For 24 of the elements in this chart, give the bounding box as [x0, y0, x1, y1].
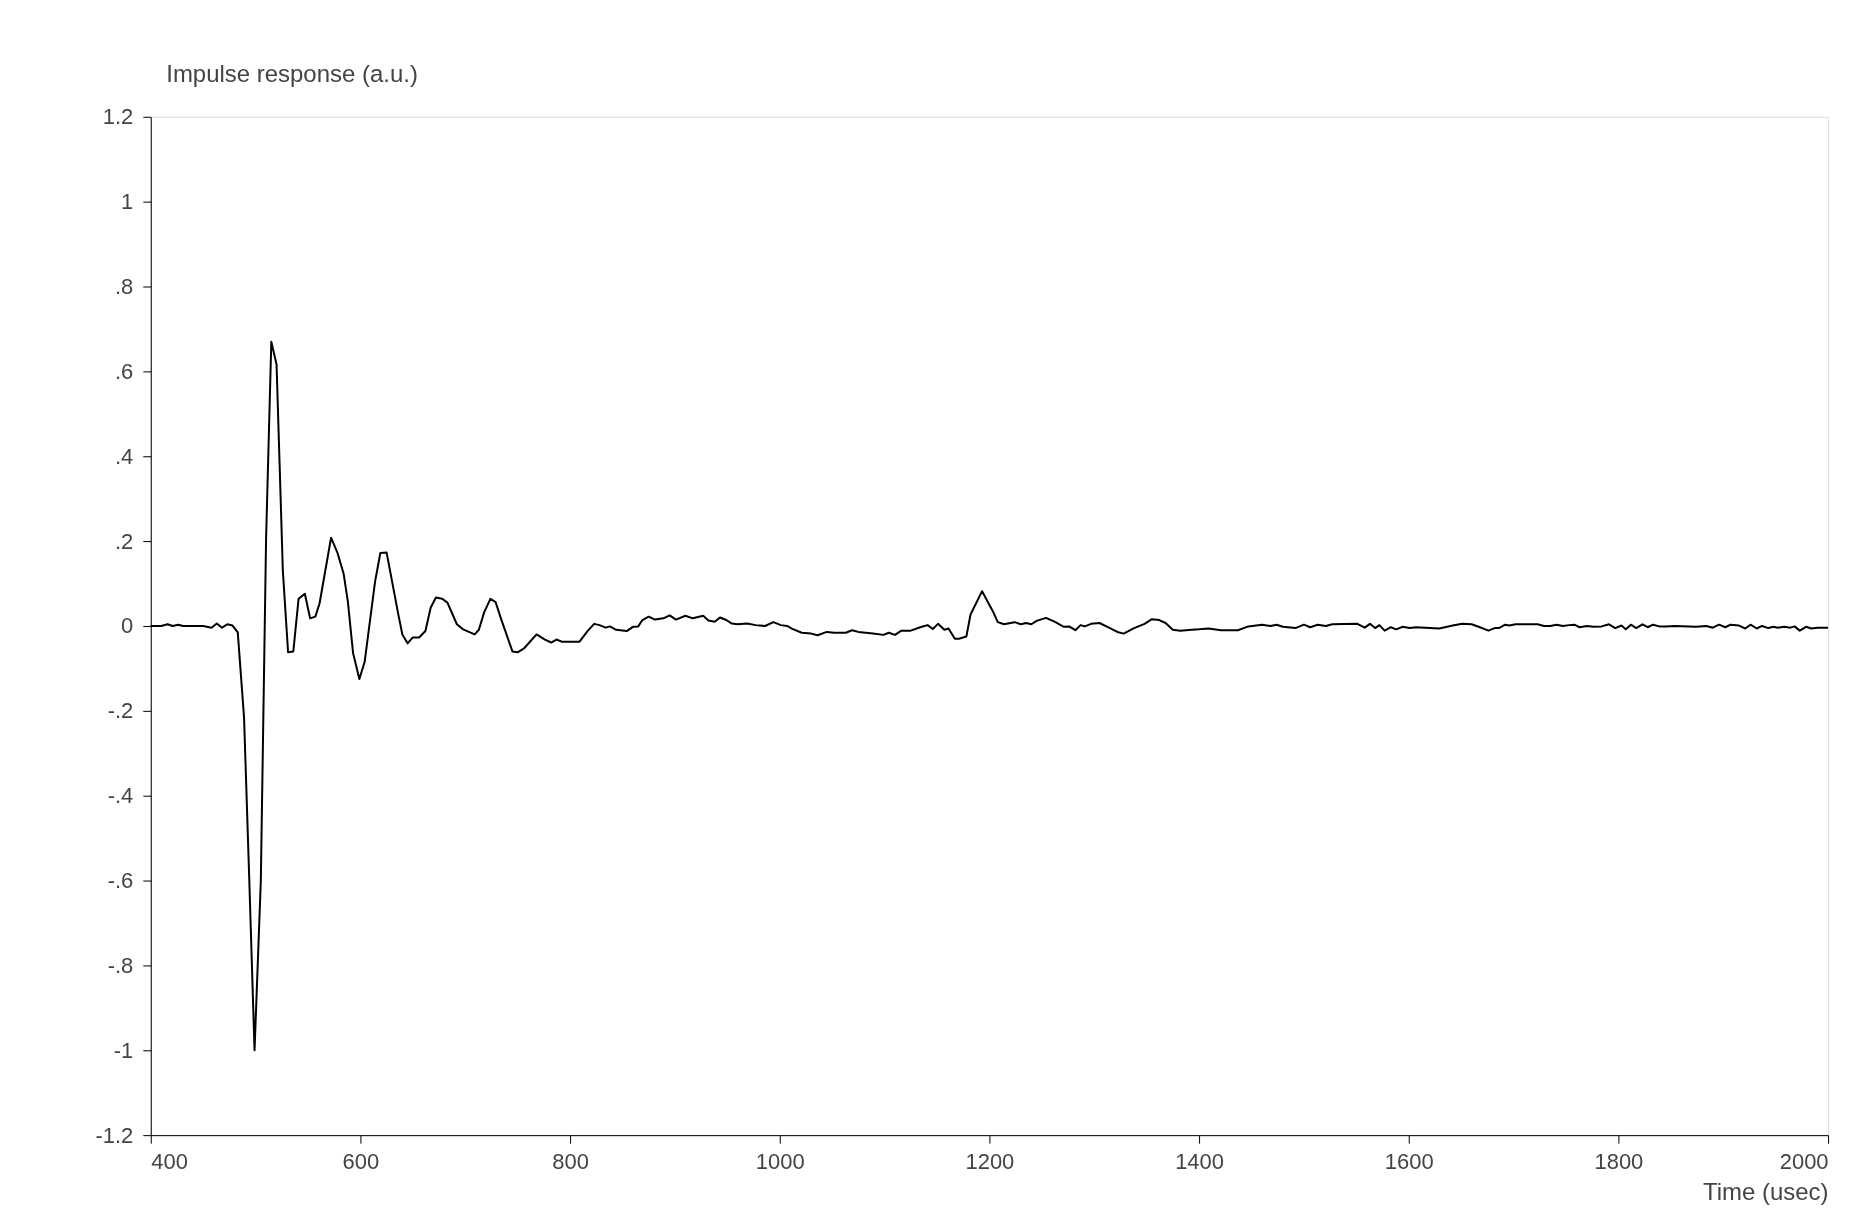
x-tick-label: 800: [552, 1148, 589, 1174]
x-tick-label: 400: [151, 1148, 188, 1174]
x-tick-label: 1200: [965, 1148, 1015, 1174]
y-tick-label: 0: [121, 613, 134, 639]
x-tick-label: 1600: [1384, 1148, 1434, 1174]
y-tick-label: -.2: [107, 698, 134, 724]
y-tick-label: -.8: [107, 952, 134, 978]
y-tick-label: .8: [114, 274, 134, 299]
x-tick-label: 1000: [755, 1148, 805, 1174]
x-tick-label: 1400: [1175, 1148, 1224, 1174]
y-axis-title: Impulse response (a.u.): [166, 60, 418, 88]
y-tick-label: .4: [114, 443, 134, 469]
y-tick-label: .2: [114, 528, 134, 554]
y-tick-label: -1: [113, 1037, 134, 1063]
y-tick-label: -1.2: [95, 1122, 134, 1148]
y-tick-label: -.6: [107, 868, 134, 894]
x-tick-label: 2000: [1779, 1148, 1829, 1174]
y-tick-label: 1: [121, 189, 134, 215]
x-tick-label: 1800: [1594, 1148, 1644, 1174]
x-axis-title: Time (usec): [1703, 1177, 1829, 1205]
y-tick-label: .6: [114, 358, 134, 384]
y-tick-label: -.4: [107, 783, 134, 809]
x-tick-label: 600: [342, 1148, 380, 1174]
y-tick-label: 1.2: [102, 104, 134, 130]
